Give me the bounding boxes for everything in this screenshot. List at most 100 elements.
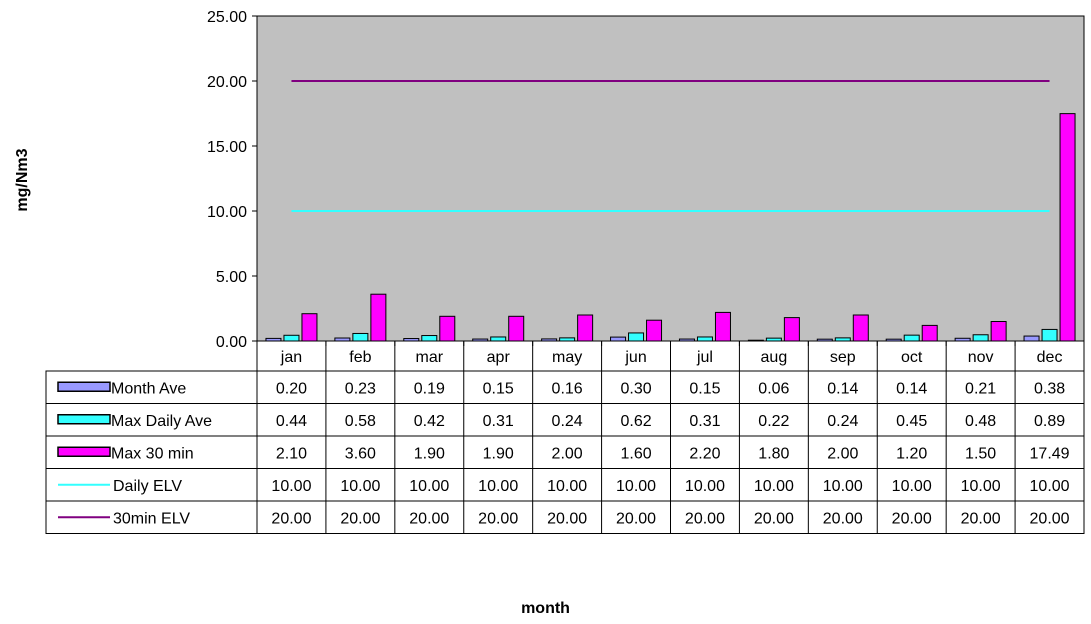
data-table-cell: 0.19	[414, 380, 445, 397]
data-table-cell: 2.00	[552, 445, 583, 462]
data-table-cell: 3.60	[345, 445, 376, 462]
data-table-cell: 0.31	[689, 413, 720, 430]
series-name: Max Daily Ave	[111, 413, 212, 430]
data-table-cell: 0.20	[276, 380, 307, 397]
data-table-cell: 0.21	[965, 380, 996, 397]
data-table-cell: 0.89	[1034, 413, 1065, 430]
data-table-cell: 2.10	[276, 445, 307, 462]
bar-max-30-min	[646, 319, 663, 342]
data-table-cell: 10.00	[823, 478, 863, 495]
series-name: 30min ELV	[113, 510, 190, 527]
data-table-cell: 20.00	[961, 510, 1001, 527]
data-table-cell: 20.00	[271, 510, 311, 527]
category-label: nov	[968, 349, 994, 366]
data-table-cell: 20.00	[685, 510, 725, 527]
data-table-cell: 20.00	[340, 510, 380, 527]
bar-max-30-min	[1059, 113, 1076, 342]
data-table-cell: 0.45	[896, 413, 927, 430]
bar-month-ave	[1023, 335, 1040, 342]
bar-max-daily-ave	[628, 332, 645, 342]
data-table-cell: 1.50	[965, 445, 996, 462]
data-table-cell: 0.44	[276, 413, 307, 430]
y-tick-label: 10.00	[207, 204, 247, 221]
bar-max-30-min	[921, 324, 938, 342]
plot-area	[256, 15, 1085, 342]
legend-key-max-daily-ave	[57, 414, 111, 425]
data-table-cell: 10.00	[616, 478, 656, 495]
category-label: oct	[901, 349, 923, 366]
data-table-cell: 10.00	[1030, 478, 1070, 495]
data-table-cell: 0.15	[689, 380, 720, 397]
data-table-cell: 20.00	[409, 510, 449, 527]
series-name: Month Ave	[111, 380, 186, 397]
data-table-cell: 10.00	[271, 478, 311, 495]
data-table-cell: 0.06	[758, 380, 789, 397]
data-table-cell: 10.00	[547, 478, 587, 495]
bar-max-30-min	[508, 315, 525, 342]
data-table-cell: 10.00	[754, 478, 794, 495]
data-table-cell: 0.15	[483, 380, 514, 397]
data-table-cell: 20.00	[1030, 510, 1070, 527]
data-table-cell: 20.00	[892, 510, 932, 527]
category-label: may	[552, 349, 582, 366]
bar-max-30-min	[852, 314, 869, 342]
category-label: jun	[624, 349, 646, 366]
data-table-cell: 0.23	[345, 380, 376, 397]
y-axis-label: mg/Nm3	[14, 148, 31, 212]
y-tick-label: 20.00	[207, 74, 247, 91]
data-table-cell: 0.31	[483, 413, 514, 430]
category-label: sep	[830, 349, 856, 366]
data-table-cell: 0.14	[827, 380, 858, 397]
data-table-cell: 1.90	[483, 445, 514, 462]
bar-max-daily-ave	[1041, 328, 1058, 342]
bar-max-daily-ave	[972, 334, 989, 342]
data-table-cell: 1.80	[758, 445, 789, 462]
data-table-cell: 0.30	[620, 380, 651, 397]
data-table-cell: 0.16	[552, 380, 583, 397]
bar-max-daily-ave	[352, 332, 369, 342]
data-table-cell: 0.24	[552, 413, 583, 430]
y-tick-label: 5.00	[216, 269, 247, 286]
bar-month-ave	[610, 336, 627, 342]
data-table-cell: 20.00	[478, 510, 518, 527]
category-label: apr	[487, 349, 511, 366]
data-table-cell: 10.00	[961, 478, 1001, 495]
data-table-cell: 10.00	[892, 478, 932, 495]
series-name: Max 30 min	[111, 445, 194, 462]
bar-max-daily-ave	[283, 334, 300, 342]
data-table-cell: 20.00	[547, 510, 587, 527]
data-table-cell: 2.00	[827, 445, 858, 462]
data-table-cell: 20.00	[823, 510, 863, 527]
data-table-cell: 0.62	[620, 413, 651, 430]
bar-max-30-min	[301, 313, 318, 342]
data-table-cell: 0.24	[827, 413, 858, 430]
data-table-cell: 0.42	[414, 413, 445, 430]
bar-max-30-min	[439, 315, 456, 342]
bar-max-daily-ave	[903, 334, 920, 342]
bar-max-daily-ave	[696, 336, 713, 342]
data-table-cell: 10.00	[685, 478, 725, 495]
category-label: feb	[349, 349, 371, 366]
data-table-cell: 0.58	[345, 413, 376, 430]
data-table-cell: 10.00	[478, 478, 518, 495]
data-table-cell: 20.00	[754, 510, 794, 527]
data-table-cell: 1.90	[414, 445, 445, 462]
data-table-cell: 1.60	[620, 445, 651, 462]
category-label: jul	[696, 349, 713, 366]
bar-max-daily-ave	[490, 336, 507, 342]
data-table-cell: 10.00	[409, 478, 449, 495]
series-name: Daily ELV	[113, 478, 182, 495]
data-table-cell: 0.22	[758, 413, 789, 430]
legend-key-max-30-min	[57, 446, 111, 457]
category-label: mar	[416, 349, 444, 366]
legend-key-month-ave	[57, 381, 111, 392]
bar-max-daily-ave	[421, 335, 438, 342]
data-table-cell: 20.00	[616, 510, 656, 527]
bar-max-30-min	[370, 293, 387, 342]
category-label: aug	[761, 349, 788, 366]
y-tick-label: 15.00	[207, 139, 247, 156]
y-tick-label: 0.00	[216, 334, 247, 351]
bar-max-30-min	[577, 314, 594, 342]
bar-max-30-min	[714, 311, 731, 342]
bar-max-30-min	[783, 317, 800, 342]
